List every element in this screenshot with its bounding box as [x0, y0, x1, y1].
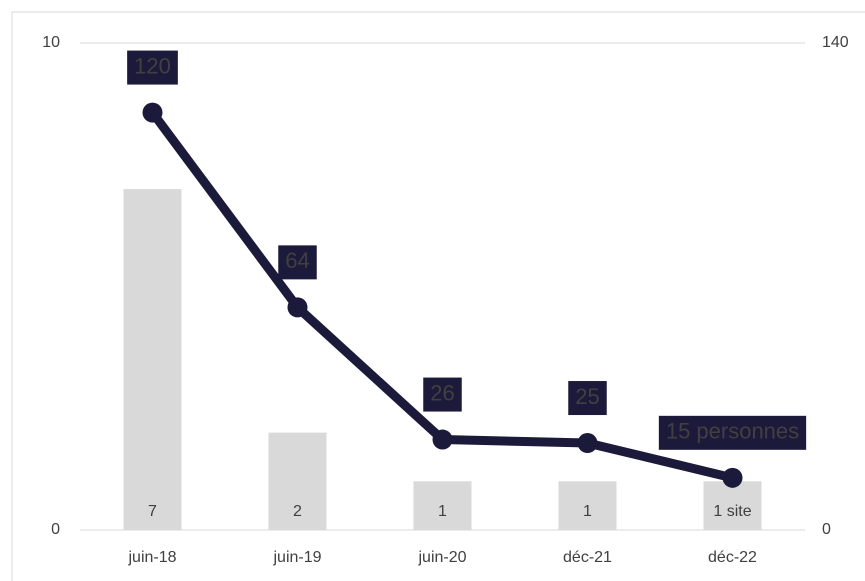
x-tick-label: déc-22 — [708, 549, 757, 566]
line-value-label: 25 — [575, 384, 599, 409]
y2-tick-label: 140 — [822, 34, 849, 51]
bar-value-label: 1 — [583, 503, 592, 520]
bar-value-label: 1 site — [713, 503, 751, 520]
label-box — [568, 381, 607, 416]
y2-tick-label: 0 — [822, 521, 831, 538]
bar-value-label: 1 — [438, 503, 447, 520]
y-tick-label: 0 — [51, 521, 60, 538]
line-value-label: 15 personnes — [666, 419, 799, 444]
line-value-label: 120 — [134, 53, 171, 78]
label-box — [278, 245, 317, 280]
label-box — [423, 377, 462, 412]
line-marker — [142, 102, 163, 123]
value-label: 64 — [278, 245, 317, 280]
line-marker — [432, 429, 453, 450]
line-value-label: 64 — [285, 248, 309, 273]
value-label: 26 — [423, 377, 462, 412]
bar — [558, 481, 617, 530]
value-label: 25 — [568, 381, 607, 416]
y-tick-label: 10 — [42, 34, 60, 51]
x-tick-label: juin-18 — [127, 549, 176, 566]
x-tick-label: déc-21 — [563, 549, 612, 566]
label-box — [127, 50, 178, 85]
line-marker — [577, 433, 598, 454]
bar-value-label: 7 — [148, 503, 157, 520]
label-box — [658, 415, 807, 450]
bar — [703, 481, 762, 530]
x-tick-label: juin-19 — [272, 549, 321, 566]
line-marker — [722, 467, 743, 488]
bar-value-label: 2 — [293, 503, 302, 520]
bar — [413, 481, 472, 530]
bar — [123, 189, 182, 530]
x-tick-label: juin-20 — [417, 549, 466, 566]
bar — [268, 432, 327, 530]
line-value-label: 26 — [430, 380, 454, 405]
value-label: 120 — [127, 50, 178, 85]
value-label: 15 personnes — [658, 415, 807, 450]
line-marker — [287, 297, 308, 318]
